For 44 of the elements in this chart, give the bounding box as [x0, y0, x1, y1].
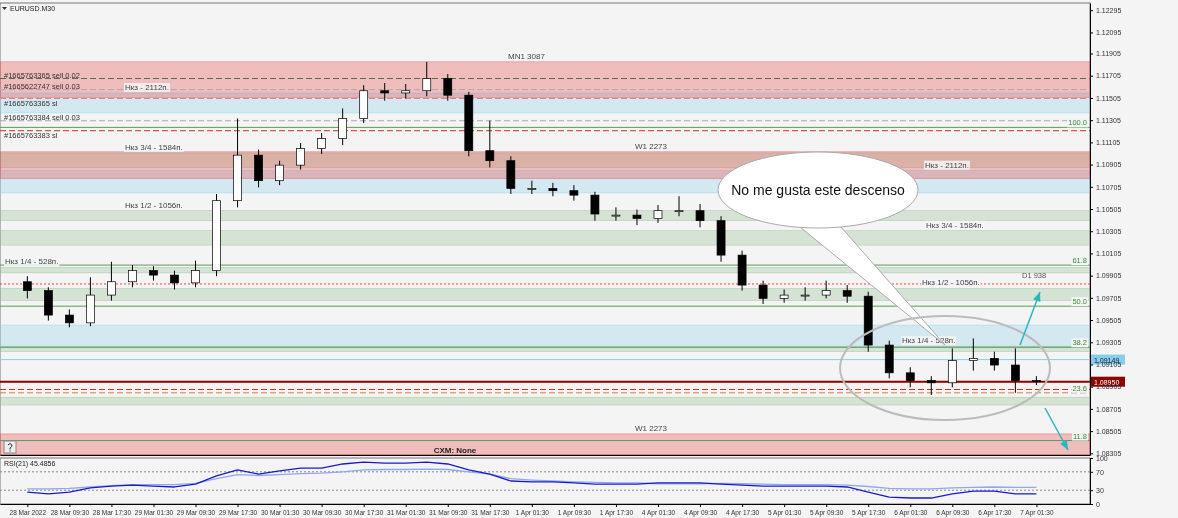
- band-label: Нкз - 2112п.: [925, 160, 969, 170]
- candlestick: [275, 160, 284, 186]
- candlestick: [947, 347, 957, 388]
- band-label: Нкз - 2112п.: [125, 82, 169, 92]
- candlestick: [968, 337, 978, 372]
- candlestick: [674, 195, 684, 217]
- band-label: MN1 3087: [508, 51, 546, 61]
- candlestick: [191, 260, 200, 288]
- annotation: CXM: None: [433, 446, 477, 455]
- candlestick: [590, 191, 600, 222]
- candlestick: [170, 270, 179, 291]
- candlestick: [779, 289, 789, 304]
- band-label: Нкз 1/2 - 1056п.: [125, 200, 183, 210]
- candlestick: [800, 286, 810, 302]
- candlestick: [338, 108, 348, 146]
- candlestick: [1011, 347, 1020, 394]
- candlestick: [422, 61, 432, 97]
- candlestick: [128, 264, 137, 288]
- band-label: Нкз 3/4 - 1584п.: [926, 220, 984, 230]
- annotation: No me gusta este descenso: [731, 182, 905, 198]
- candlestick: [569, 184, 579, 202]
- candlestick: [926, 375, 936, 396]
- candlestick: [611, 206, 621, 222]
- line-series: [26, 468, 1038, 490]
- line-series: [26, 461, 1038, 499]
- candlestick: [758, 280, 768, 305]
- candlestick: [632, 209, 642, 226]
- candlestick: [317, 132, 326, 155]
- candlestick: [22, 275, 32, 299]
- candlestick: [653, 204, 663, 224]
- candlestick: [296, 142, 305, 171]
- candlestick: [548, 182, 558, 197]
- band-label: W1 2273: [635, 423, 668, 433]
- candlestick: [695, 203, 705, 228]
- band-label: Нкз 1/2 - 1056п.: [922, 278, 980, 288]
- candlestick: [990, 351, 999, 372]
- candlestick: [443, 73, 453, 102]
- band-label: Нкз 1/4 - 528п.: [5, 257, 59, 267]
- candlestick: [905, 366, 915, 388]
- candlestick: [107, 261, 116, 302]
- candlestick: [485, 120, 495, 168]
- candlestick: [527, 180, 537, 195]
- band-label: Нкз 3/4 - 1584п.: [125, 142, 183, 152]
- band-label: W1 2273: [635, 141, 668, 151]
